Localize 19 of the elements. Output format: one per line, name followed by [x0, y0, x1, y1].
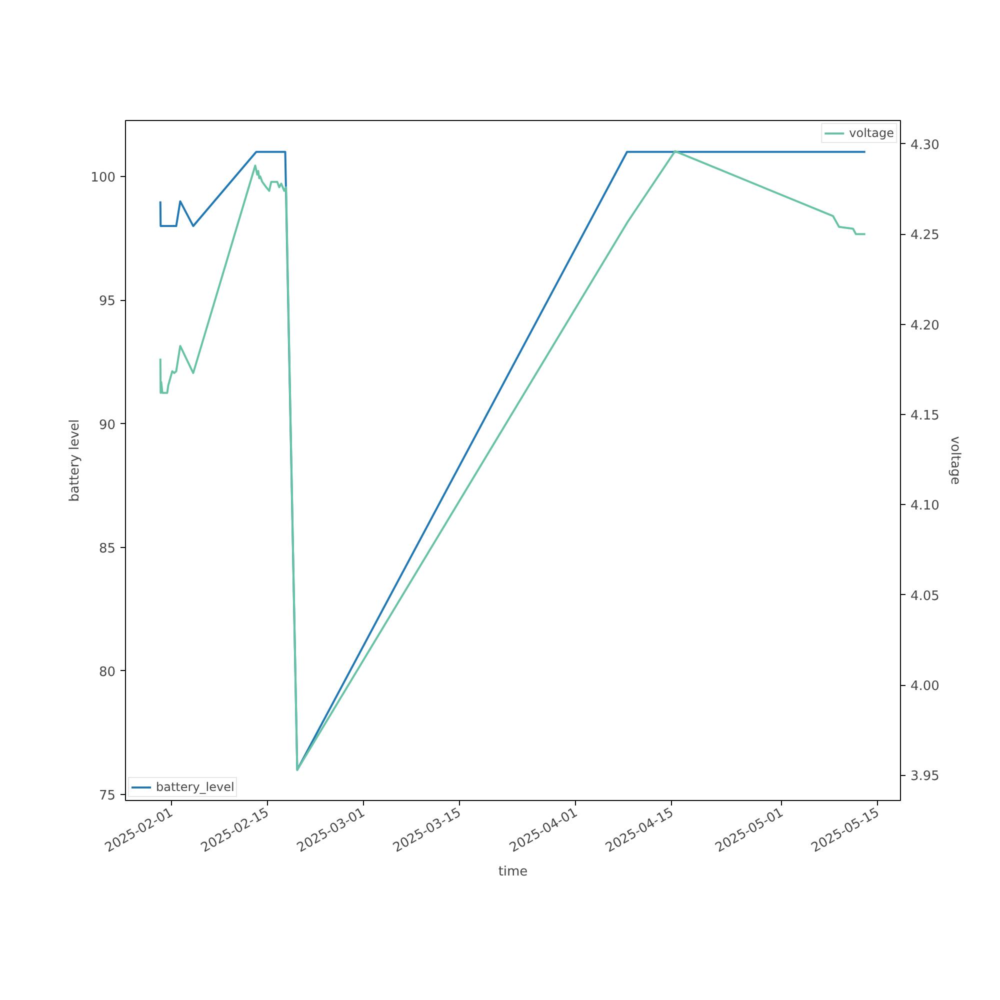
y2-tick-label: 4.05: [910, 588, 940, 604]
y2-tick-label: 4.25: [910, 228, 940, 244]
y-tick-label: 100: [90, 170, 116, 186]
y2-axis-title: voltage: [947, 436, 962, 485]
y2-tick-label: 3.95: [910, 769, 940, 784]
y2-tick-label: 4.15: [910, 408, 940, 424]
y-tick-label: 85: [98, 541, 116, 556]
y-tick-label: 90: [98, 418, 116, 433]
y2-tick-label: 4.20: [910, 318, 940, 334]
legend-label: voltage: [849, 126, 894, 140]
y-axis-title: battery level: [68, 419, 83, 502]
y-tick-label: 75: [98, 788, 116, 804]
y-tick-label: 95: [98, 294, 116, 310]
y2-tick-label: 4.30: [910, 138, 940, 153]
legend-label: battery_level: [156, 780, 234, 794]
y2-tick-label: 4.00: [910, 679, 940, 694]
y2-tick-label: 4.10: [910, 498, 940, 514]
y-tick-label: 80: [98, 664, 116, 680]
x-axis-title: time: [498, 864, 528, 880]
